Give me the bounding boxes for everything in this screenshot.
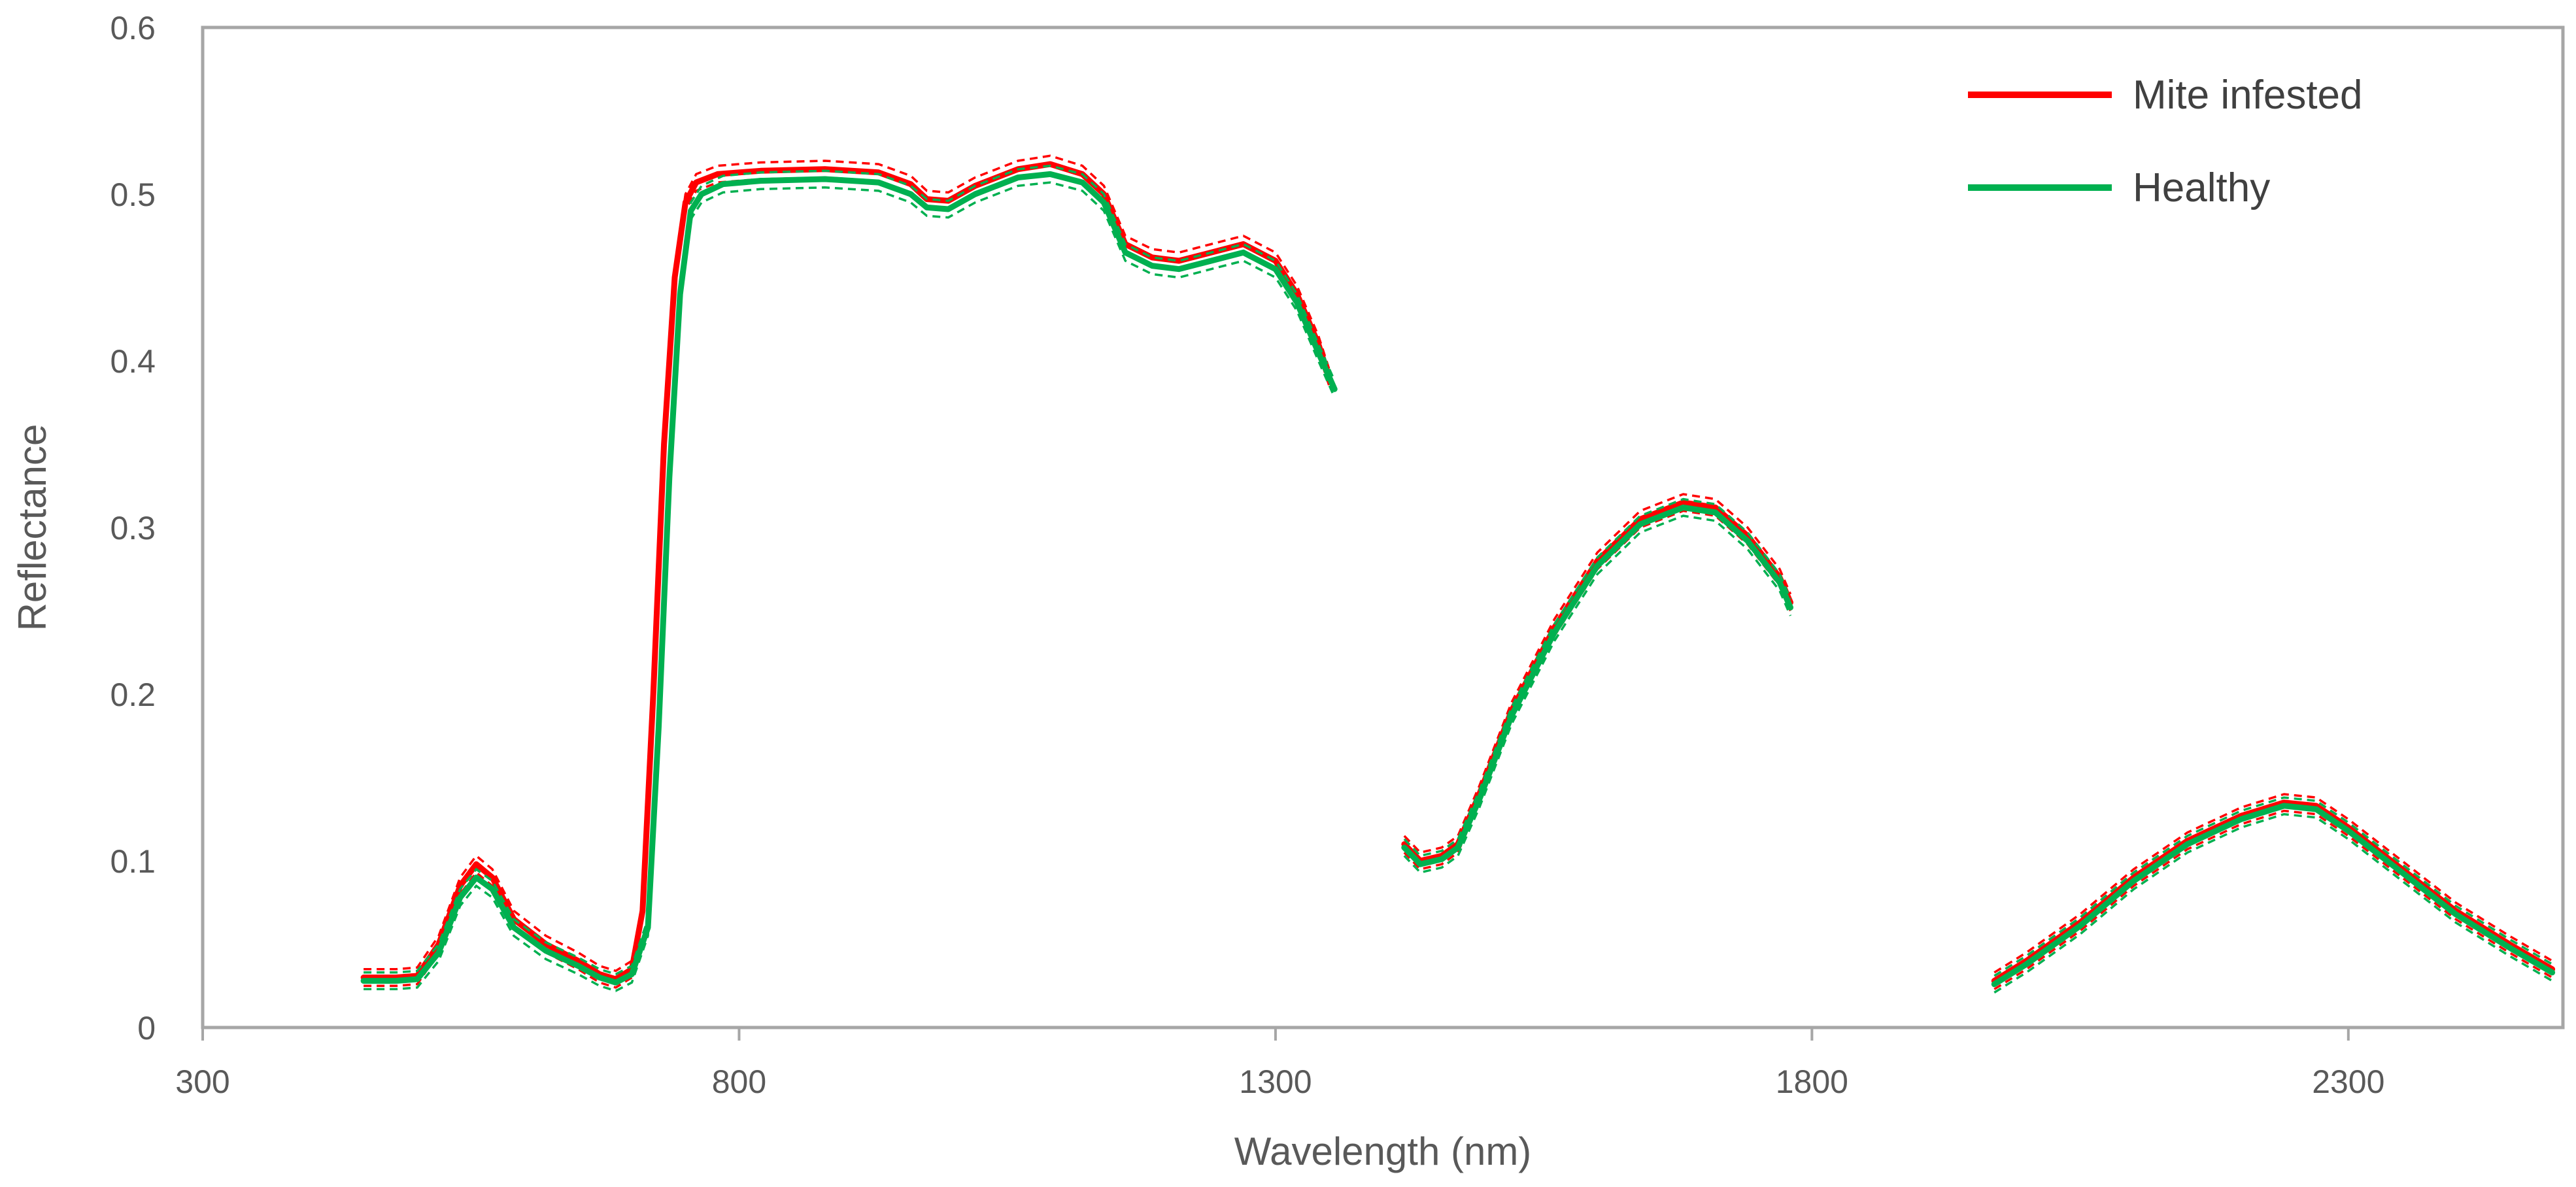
series-healthy-envelope-lower [1993,812,2553,994]
x-tick-label: 300 [175,1063,229,1100]
legend: Mite infested Healthy [1968,73,2363,210]
y-tick-label: 0.2 [110,677,156,713]
x-axis-title: Wavelength (nm) [1234,1129,1532,1173]
series-mite-infested-envelope-upper [364,154,1330,973]
series-healthy-envelope-upper [1403,497,1792,858]
x-tick-label: 1300 [1239,1063,1312,1100]
series-healthy-envelope-upper [364,164,1336,976]
series-healthy-envelope-lower [364,181,1336,992]
y-axis-ticks: 0 0.1 0.2 0.3 0.4 0.5 0.6 [110,10,156,1046]
series-mite-infested-line [1991,799,2556,984]
series-mite-infested-envelope-upper [1403,493,1792,854]
y-tick-label: 0.4 [110,343,156,380]
y-tick-label: 0 [137,1010,156,1046]
y-tick-label: 0.5 [110,176,156,213]
y-tick-label: 0.3 [110,510,156,546]
legend-label-mite-infested: Mite infested [2133,73,2363,118]
series-healthy-line [1991,803,2556,988]
series-mite-infested-line [360,161,1332,982]
x-tick-label: 800 [712,1063,766,1100]
series-layer [360,154,2556,994]
series-mite-infested-envelope-lower [1993,809,2553,990]
y-axis-title: Reflectance [10,424,54,631]
y-tick-label: 0.1 [110,843,156,880]
x-tick-label: 2300 [2312,1063,2384,1100]
series-mite-infested-envelope-upper [1993,793,2553,974]
series-healthy-line [1401,504,1793,867]
series-mite-infested [360,154,2556,990]
series-healthy-line [360,171,1338,986]
series-healthy [360,164,2556,994]
series-mite-infested-envelope-lower [364,171,1330,989]
legend-label-healthy: Healthy [2133,165,2270,210]
y-tick-label: 0.6 [110,10,156,46]
series-healthy-envelope-upper [1993,796,2553,977]
x-axis-ticks: 300 800 1300 1800 2300 [175,1028,2384,1100]
x-tick-label: 1800 [1776,1063,1848,1100]
plot-area-border [201,25,2565,1029]
series-healthy-envelope-lower [1403,514,1792,874]
